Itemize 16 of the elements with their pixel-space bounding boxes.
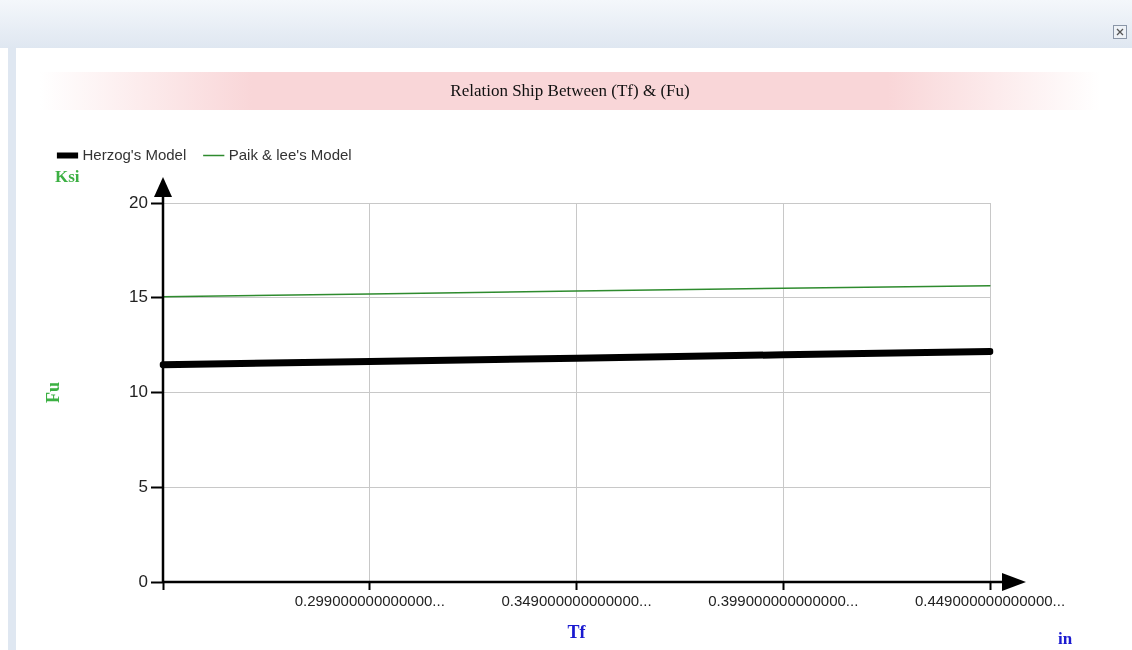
x-tick-label: 0.299000000000000... (294, 592, 445, 610)
legend-label: Herzog's Model (82, 145, 187, 163)
legend-label: Paik & lee's Model (228, 145, 352, 163)
y-tick-label: 10 (129, 382, 148, 402)
x-tick-label: 0.399000000000000... (708, 592, 859, 610)
x-tick-label: 0.349000000000000... (501, 592, 652, 610)
y-tick-label: 20 (129, 192, 148, 212)
x-axis-title: Tf (567, 621, 587, 642)
y-tick-label: 15 (129, 287, 148, 307)
chart-title: Relation Ship Between (Tf) & (Fu) (40, 72, 1100, 110)
y-tick-label: 0 (138, 571, 148, 591)
y-tick-label: 5 (138, 476, 148, 496)
text: Ksi (55, 167, 80, 187)
text: in (1057, 629, 1073, 649)
x-tick-label: 0.449000000000000... (914, 592, 1066, 610)
y-axis-title: Fu (43, 381, 64, 404)
